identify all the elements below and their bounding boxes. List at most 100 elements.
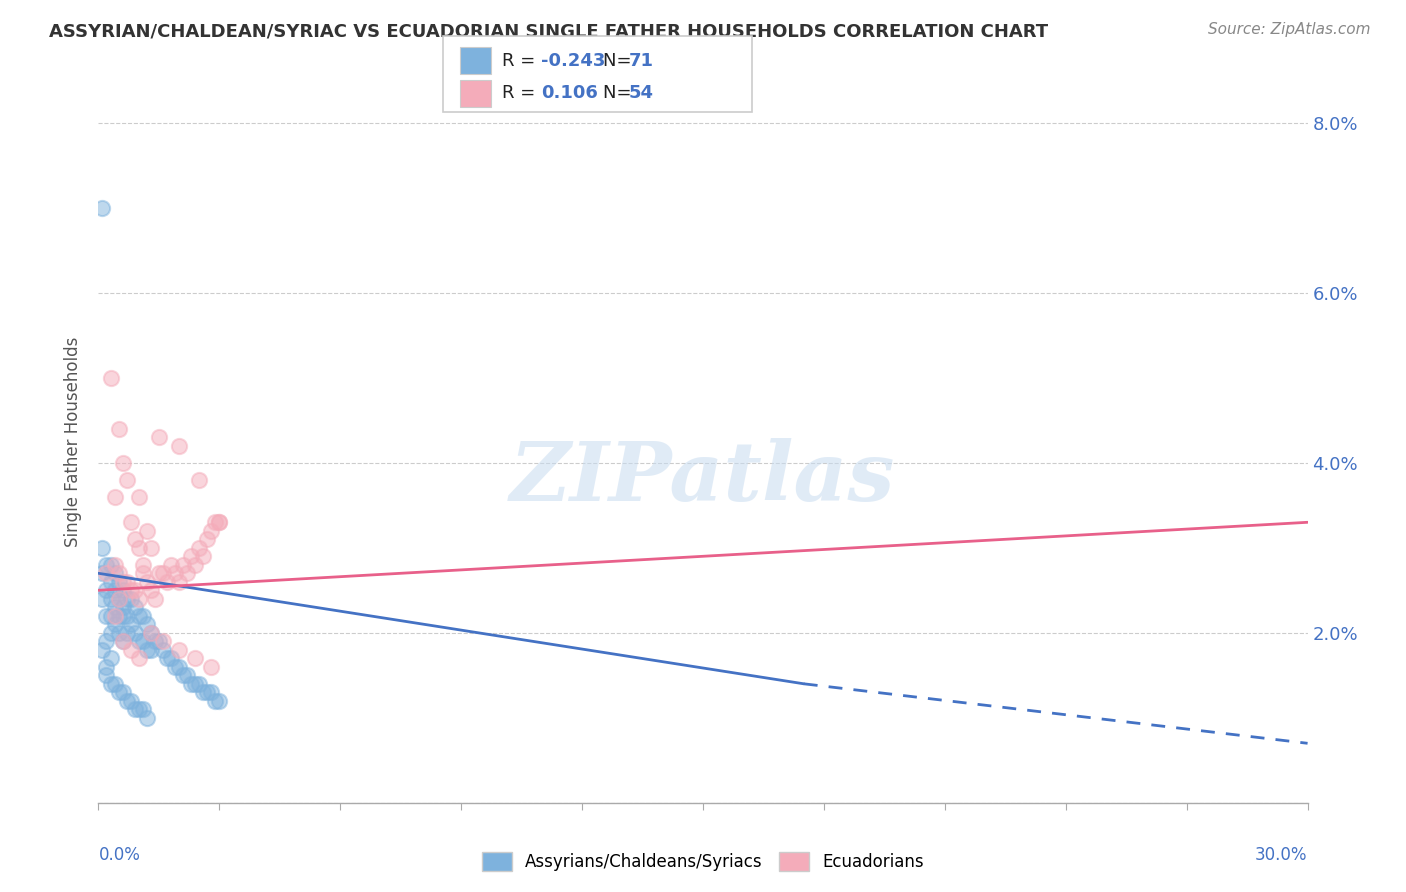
Point: [100, 591, 122, 606]
Point: [103, 566, 125, 581]
Point: [124, 583, 146, 598]
Point: [195, 685, 218, 699]
Text: Source: ZipAtlas.com: Source: ZipAtlas.com: [1208, 22, 1371, 37]
Point: [103, 490, 125, 504]
Point: [103, 608, 125, 623]
Point: [120, 591, 142, 606]
Point: [100, 371, 122, 385]
Point: [184, 651, 207, 665]
Point: [208, 516, 231, 530]
Point: [139, 583, 162, 598]
Point: [143, 634, 166, 648]
Legend: Assyrians/Chaldeans/Syriacs, Ecuadorians: Assyrians/Chaldeans/Syriacs, Ecuadorians: [474, 843, 932, 880]
Point: [91, 566, 114, 581]
Point: [132, 702, 155, 716]
Point: [132, 634, 155, 648]
Point: [107, 566, 129, 581]
Point: [167, 439, 190, 453]
Point: [96, 608, 118, 623]
Point: [167, 574, 190, 589]
Point: [176, 566, 198, 581]
Point: [193, 549, 215, 564]
Point: [96, 558, 118, 572]
Point: [100, 608, 122, 623]
Point: [135, 574, 157, 589]
Point: [139, 642, 162, 657]
Point: [204, 694, 226, 708]
Point: [128, 634, 150, 648]
Y-axis label: Single Father Households: Single Father Households: [65, 336, 83, 547]
Point: [208, 694, 231, 708]
Point: [111, 574, 134, 589]
Text: R =: R =: [502, 85, 541, 103]
Point: [107, 574, 129, 589]
Point: [148, 430, 170, 444]
Point: [172, 668, 194, 682]
Point: [124, 533, 146, 547]
Point: [204, 516, 226, 530]
Point: [167, 660, 190, 674]
Point: [128, 490, 150, 504]
Point: [152, 634, 174, 648]
Point: [96, 583, 118, 598]
Point: [107, 685, 129, 699]
Point: [111, 634, 134, 648]
Point: [96, 634, 118, 648]
Point: [135, 642, 157, 657]
Point: [139, 625, 162, 640]
Point: [103, 677, 125, 691]
Point: [115, 608, 138, 623]
Point: [91, 591, 114, 606]
Point: [128, 702, 150, 716]
Point: [111, 600, 134, 615]
Point: [152, 642, 174, 657]
Point: [132, 608, 155, 623]
Text: N=: N=: [603, 85, 637, 103]
Text: 0.0%: 0.0%: [98, 847, 141, 864]
Point: [132, 566, 155, 581]
Point: [139, 625, 162, 640]
Point: [103, 617, 125, 632]
Point: [184, 558, 207, 572]
Point: [124, 625, 146, 640]
Point: [124, 600, 146, 615]
Point: [128, 591, 150, 606]
Text: 54: 54: [628, 85, 654, 103]
Point: [163, 660, 186, 674]
Text: N=: N=: [603, 52, 637, 70]
Point: [193, 685, 215, 699]
Point: [115, 591, 138, 606]
Point: [184, 677, 207, 691]
Point: [91, 541, 114, 555]
Point: [120, 516, 142, 530]
Text: -0.243: -0.243: [541, 52, 606, 70]
Point: [100, 677, 122, 691]
Point: [163, 566, 186, 581]
Point: [135, 711, 157, 725]
Point: [167, 642, 190, 657]
Point: [107, 608, 129, 623]
Point: [180, 677, 202, 691]
Point: [132, 558, 155, 572]
Point: [100, 651, 122, 665]
Point: [135, 524, 157, 538]
Point: [200, 524, 222, 538]
Point: [96, 566, 118, 581]
Point: [103, 583, 125, 598]
Point: [148, 634, 170, 648]
Point: [143, 591, 166, 606]
Point: [103, 600, 125, 615]
Point: [188, 677, 211, 691]
Point: [91, 642, 114, 657]
Point: [124, 702, 146, 716]
Point: [120, 583, 142, 598]
Point: [156, 574, 179, 589]
Point: [188, 541, 211, 555]
Point: [176, 668, 198, 682]
Point: [120, 617, 142, 632]
Text: ASSYRIAN/CHALDEAN/SYRIAC VS ECUADORIAN SINGLE FATHER HOUSEHOLDS CORRELATION CHAR: ASSYRIAN/CHALDEAN/SYRIAC VS ECUADORIAN S…: [49, 22, 1049, 40]
Point: [120, 694, 142, 708]
Text: 71: 71: [628, 52, 654, 70]
Point: [96, 668, 118, 682]
Point: [115, 694, 138, 708]
